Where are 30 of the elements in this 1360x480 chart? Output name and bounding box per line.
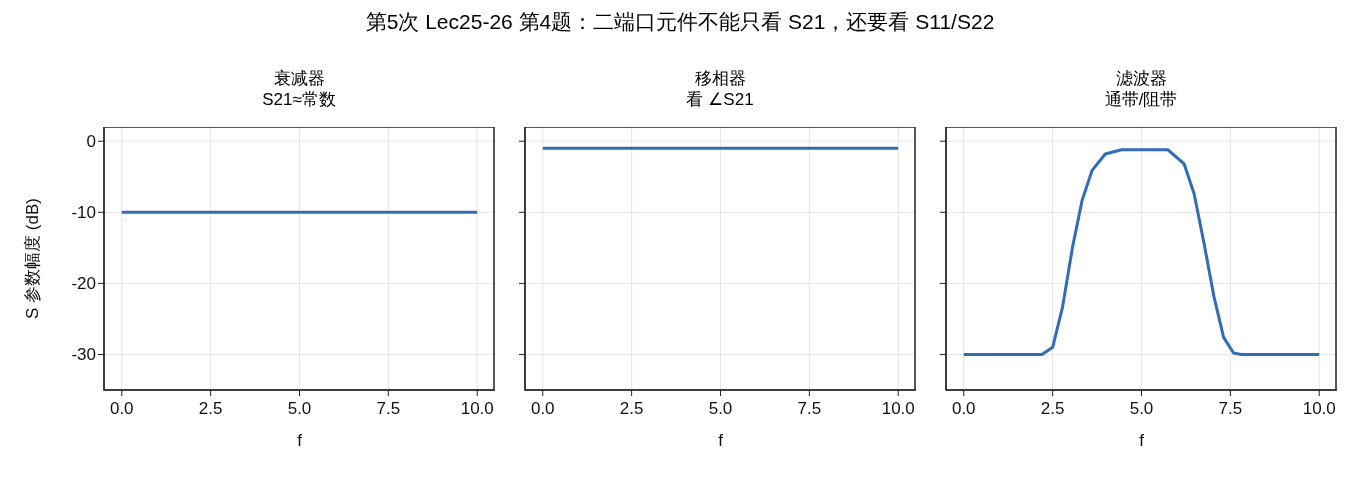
- y-tick-label: 0: [86, 132, 96, 152]
- chart-title: 滤波器: [1114, 68, 1168, 89]
- x-axis-title: f: [718, 431, 724, 450]
- y-axis-title: S 参数幅度 (dB): [23, 198, 43, 319]
- text: 第5次 Lec25-26 第4题：二端口元件不能只看 S21，还要看 S11/S22: [364, 9, 996, 35]
- x-tick-label: 5.0: [287, 399, 312, 418]
- chart-subtitle: S21≈常数: [261, 89, 337, 110]
- x-axis-title: f: [1139, 431, 1145, 450]
- x-tick-label: 10.0: [881, 399, 915, 418]
- x-tick-label: 7.5: [797, 399, 822, 418]
- chart-subtitle: 看 ∠S21: [685, 89, 755, 110]
- y-tick-label: -20: [71, 274, 96, 294]
- chart-subtitle: 通带/阻带: [1103, 89, 1179, 110]
- x-tick-label: 5.0: [1129, 399, 1154, 418]
- x-tick-label: 5.0: [708, 399, 733, 418]
- x-tick-label: 2.5: [198, 399, 223, 418]
- x-tick-label: 0.0: [951, 399, 976, 418]
- x-axis-title: f: [297, 431, 303, 450]
- x-tick-label: 2.5: [619, 399, 644, 418]
- x-tick-label: 2.5: [1040, 399, 1065, 418]
- x-tick-label: 0.0: [109, 399, 134, 418]
- x-tick-label: 10.0: [1302, 399, 1336, 418]
- x-tick-label: 7.5: [1218, 399, 1243, 418]
- y-tick-label: -10: [71, 203, 96, 223]
- x-tick-label: 10.0: [460, 399, 494, 418]
- y-tick-label: -30: [71, 345, 96, 365]
- x-tick-label: 7.5: [376, 399, 401, 418]
- x-tick-label: 0.0: [530, 399, 555, 418]
- chart-title: 移相器: [693, 68, 747, 89]
- chart-title: 衰减器: [272, 68, 326, 89]
